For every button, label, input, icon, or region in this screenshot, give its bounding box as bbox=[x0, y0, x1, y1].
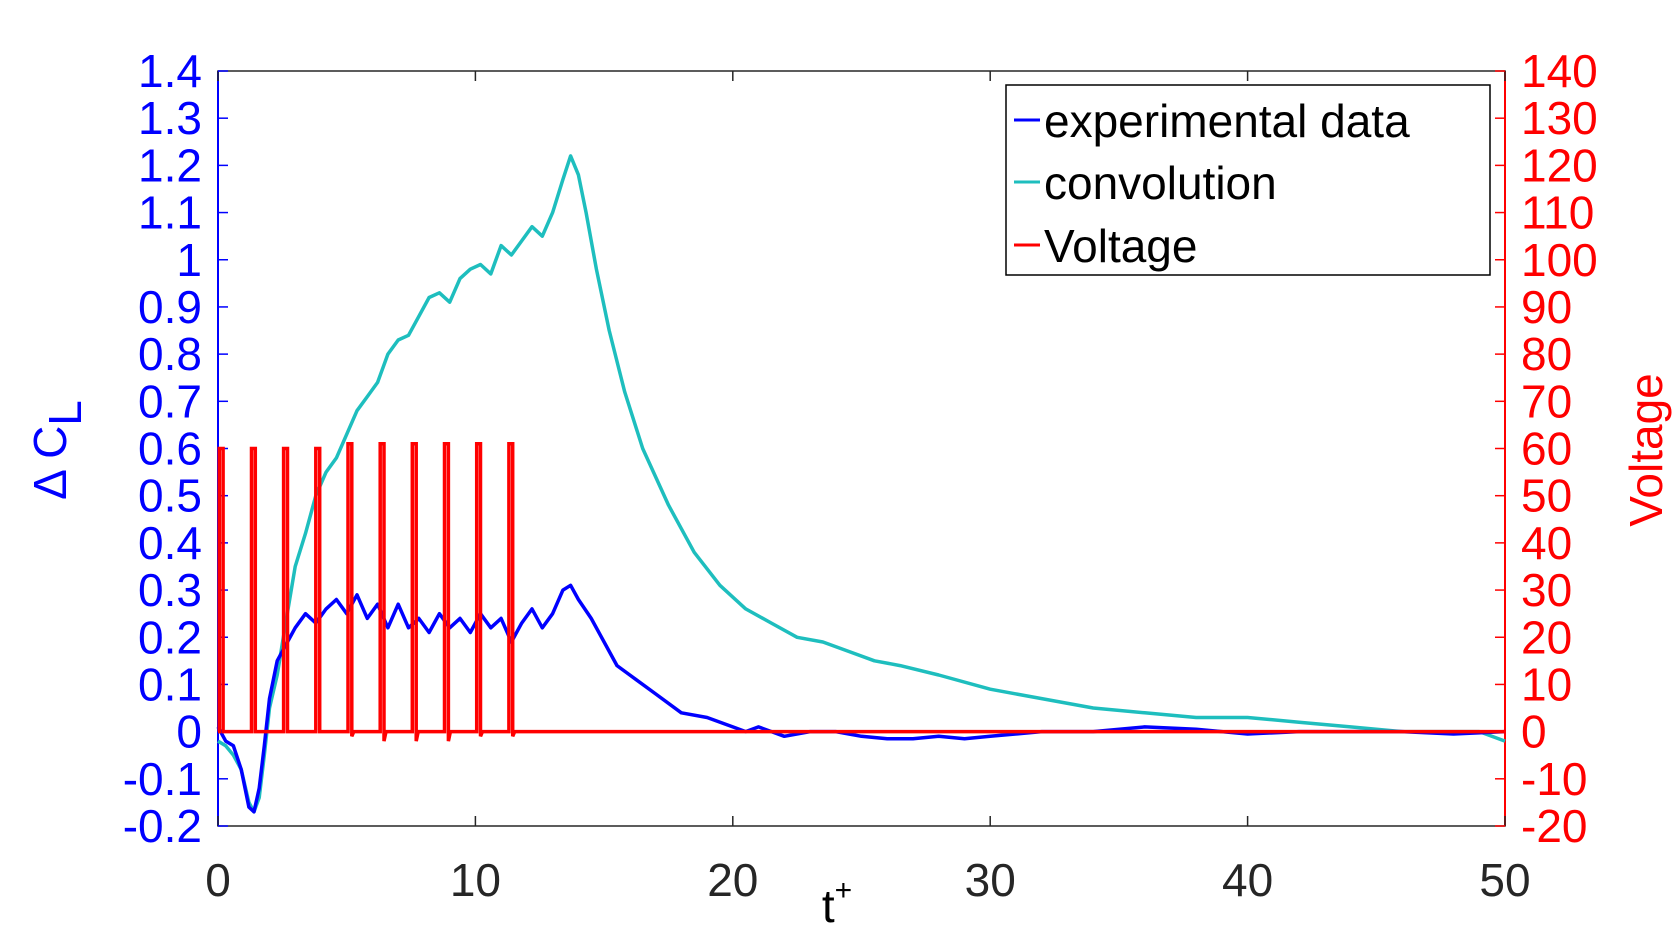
right-y-tick-label: 40 bbox=[1521, 517, 1572, 569]
left-y-tick-label: 0.3 bbox=[138, 564, 202, 616]
right-y-tick-label: 30 bbox=[1521, 564, 1572, 616]
x-axis-label-text: t bbox=[822, 880, 835, 932]
left-y-tick-label: 0.1 bbox=[138, 658, 202, 710]
right-y-tick-label: 50 bbox=[1521, 470, 1572, 522]
left-y-tick-label: 1.1 bbox=[138, 187, 202, 239]
left-y-tick-label: 0.7 bbox=[138, 375, 202, 427]
right-y-tick-label: -20 bbox=[1521, 800, 1587, 852]
legend-label-voltage: Voltage bbox=[1044, 220, 1197, 272]
right-y-axis-label: Voltage bbox=[1620, 373, 1672, 526]
right-y-tick-label: 110 bbox=[1521, 187, 1594, 239]
left-y-tick-label: 1.2 bbox=[138, 139, 202, 191]
right-y-tick-label: 90 bbox=[1521, 281, 1572, 333]
legend-box bbox=[1005, 84, 1491, 276]
right-y-tick-label: 60 bbox=[1521, 423, 1572, 475]
right-y-tick-label: 130 bbox=[1521, 92, 1598, 144]
right-y-tick-label: 0 bbox=[1521, 706, 1547, 758]
left-y-axis-ticks: 1.41.31.21.110.90.80.70.60.50.40.30.20.1… bbox=[123, 45, 228, 852]
left-y-tick-label: 0.2 bbox=[138, 611, 202, 663]
x-axis-label-superscript: + bbox=[835, 874, 853, 907]
left-y-tick-label: 1 bbox=[176, 234, 202, 286]
right-y-tick-label: 140 bbox=[1521, 45, 1598, 97]
x-tick-label: 50 bbox=[1479, 854, 1530, 906]
right-y-tick-label: 100 bbox=[1521, 234, 1598, 286]
left-y-axis-label-text: Δ C bbox=[24, 426, 76, 500]
x-tick-label: 30 bbox=[965, 854, 1016, 906]
x-tick-label: 10 bbox=[450, 854, 501, 906]
right-y-tick-label: 10 bbox=[1521, 658, 1572, 710]
right-y-tick-label: 80 bbox=[1521, 328, 1572, 380]
right-y-tick-label: 70 bbox=[1521, 375, 1572, 427]
left-y-tick-label: 1.4 bbox=[138, 45, 202, 97]
left-y-tick-label: 0.4 bbox=[138, 517, 202, 569]
left-y-tick-label: 0.5 bbox=[138, 470, 202, 522]
x-axis-label: t+ bbox=[822, 874, 852, 932]
right-y-tick-label: -10 bbox=[1521, 753, 1587, 805]
left-y-tick-label: 0.9 bbox=[138, 281, 202, 333]
x-tick-label: 0 bbox=[205, 854, 231, 906]
left-y-tick-label: 0.8 bbox=[138, 328, 202, 380]
legend-label-convolution: convolution bbox=[1044, 157, 1277, 209]
left-y-tick-label: -0.2 bbox=[123, 800, 202, 852]
series-line-experimental bbox=[216, 583, 1506, 814]
left-y-tick-label: -0.1 bbox=[123, 753, 202, 805]
x-tick-label: 20 bbox=[707, 854, 758, 906]
left-y-axis-label: Δ CL bbox=[24, 400, 91, 500]
left-y-tick-label: 1.3 bbox=[138, 92, 202, 144]
right-y-tick-label: 120 bbox=[1521, 139, 1598, 191]
series-line-voltage bbox=[217, 442, 1505, 742]
series-layer bbox=[216, 154, 1506, 814]
left-y-axis-label-subscript: L bbox=[39, 400, 91, 426]
legend-label-experimental: experimental data bbox=[1044, 95, 1410, 147]
legend: experimental data convolution Voltage bbox=[1005, 84, 1491, 276]
series-line-convolution bbox=[217, 154, 1506, 814]
left-y-tick-label: 0 bbox=[176, 706, 202, 758]
x-axis-ticks: 0 10 20 30 40 50 bbox=[205, 71, 1531, 906]
right-y-tick-label: 20 bbox=[1521, 611, 1572, 663]
left-y-tick-label: 0.6 bbox=[138, 423, 202, 475]
x-tick-label: 40 bbox=[1222, 854, 1273, 906]
